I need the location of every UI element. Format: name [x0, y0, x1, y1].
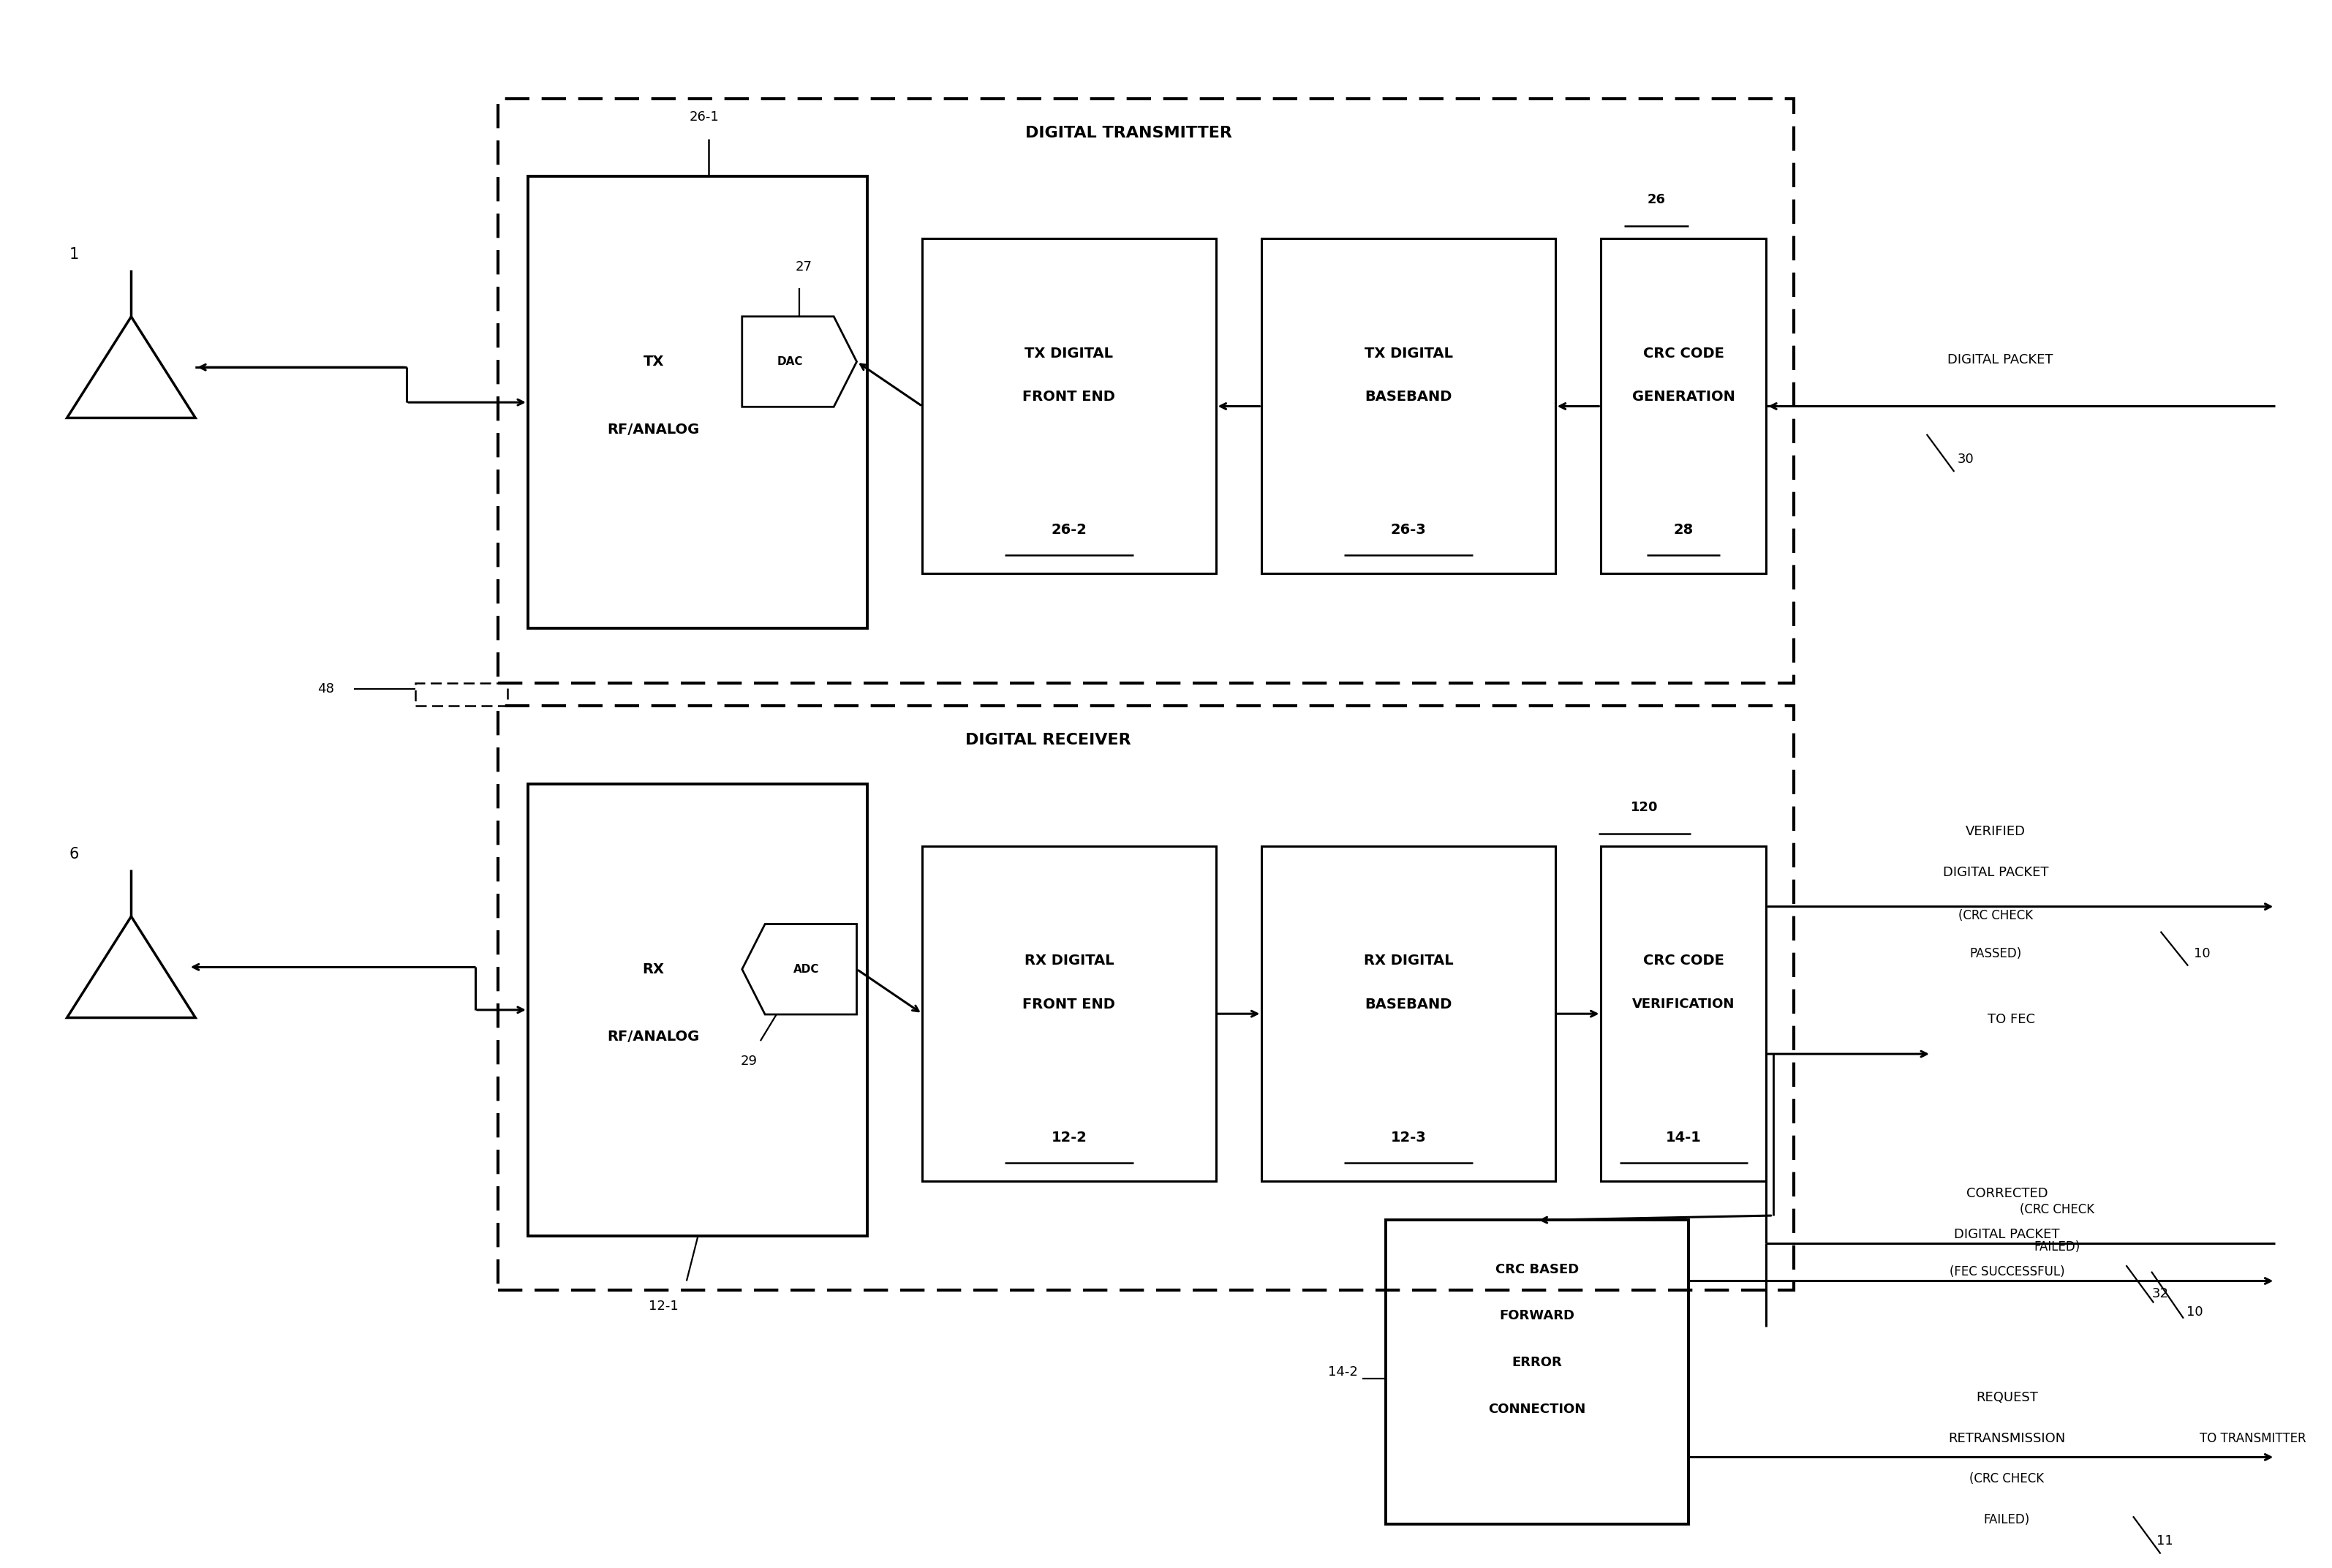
Text: 10: 10: [2194, 947, 2211, 960]
Bar: [527, 177, 868, 629]
Text: 1: 1: [70, 248, 79, 262]
Text: REQUEST: REQUEST: [1975, 1391, 2038, 1405]
Text: FAILED): FAILED): [1985, 1513, 2031, 1526]
Text: GENERATION: GENERATION: [1632, 390, 1735, 405]
Text: VERIFIED: VERIFIED: [1966, 825, 2027, 839]
Text: 10: 10: [2187, 1306, 2204, 1319]
Text: DIGITAL PACKET: DIGITAL PACKET: [1943, 866, 2047, 880]
Bar: [1602, 847, 1765, 1181]
Text: 26-3: 26-3: [1390, 524, 1427, 536]
Bar: [1262, 238, 1555, 574]
Text: 12-1: 12-1: [648, 1300, 679, 1312]
Bar: [499, 99, 1793, 682]
Text: 26-1: 26-1: [690, 111, 718, 124]
Text: ERROR: ERROR: [1511, 1356, 1562, 1369]
Bar: [921, 847, 1215, 1181]
Text: 48: 48: [317, 682, 333, 695]
Text: PASSED): PASSED): [1971, 947, 2022, 960]
Text: BASEBAND: BASEBAND: [1364, 390, 1453, 405]
Bar: [921, 238, 1215, 574]
Text: 120: 120: [1630, 801, 1658, 814]
Text: 12-2: 12-2: [1052, 1131, 1087, 1145]
Text: FORWARD: FORWARD: [1499, 1309, 1574, 1322]
Text: RX DIGITAL: RX DIGITAL: [1364, 953, 1453, 967]
Bar: [1602, 238, 1765, 574]
Text: (CRC CHECK: (CRC CHECK: [1971, 1472, 2045, 1485]
Text: DAC: DAC: [777, 356, 802, 367]
Bar: [1385, 1220, 1688, 1524]
Text: ADC: ADC: [793, 964, 819, 975]
Polygon shape: [742, 317, 856, 406]
Text: 30: 30: [1957, 453, 1973, 466]
Text: TX DIGITAL: TX DIGITAL: [1364, 347, 1453, 361]
Bar: [499, 706, 1793, 1290]
Text: DIGITAL TRANSMITTER: DIGITAL TRANSMITTER: [1026, 125, 1231, 140]
Text: RF/ANALOG: RF/ANALOG: [606, 422, 700, 436]
Text: RETRANSMISSION: RETRANSMISSION: [1947, 1432, 2066, 1446]
Text: DIGITAL PACKET: DIGITAL PACKET: [1954, 1228, 2059, 1240]
Text: 6: 6: [70, 847, 79, 861]
Text: DIGITAL PACKET: DIGITAL PACKET: [1947, 353, 2052, 365]
Text: CRC CODE: CRC CODE: [1644, 953, 1723, 967]
Text: (FEC SUCCESSFUL): (FEC SUCCESSFUL): [1950, 1265, 2064, 1278]
Text: 26-2: 26-2: [1052, 524, 1087, 536]
Text: VERIFICATION: VERIFICATION: [1632, 997, 1735, 1011]
Text: (CRC CHECK: (CRC CHECK: [2020, 1203, 2094, 1215]
Bar: [415, 682, 508, 706]
Text: TX: TX: [644, 354, 665, 368]
Text: 14-2: 14-2: [1329, 1366, 1357, 1378]
Text: 29: 29: [742, 1055, 758, 1068]
Text: RX: RX: [644, 963, 665, 977]
Text: 28: 28: [1674, 524, 1693, 536]
Text: 14-1: 14-1: [1665, 1131, 1702, 1145]
Text: CRC CODE: CRC CODE: [1644, 347, 1723, 361]
Text: FRONT END: FRONT END: [1024, 997, 1115, 1011]
Text: TX DIGITAL: TX DIGITAL: [1024, 347, 1112, 361]
Text: (CRC CHECK: (CRC CHECK: [1959, 909, 2034, 922]
Polygon shape: [742, 924, 856, 1014]
Text: 32: 32: [2152, 1287, 2169, 1300]
Text: RF/ANALOG: RF/ANALOG: [606, 1030, 700, 1044]
Text: FRONT END: FRONT END: [1024, 390, 1115, 405]
Text: DIGITAL RECEIVER: DIGITAL RECEIVER: [965, 734, 1131, 748]
Text: BASEBAND: BASEBAND: [1364, 997, 1453, 1011]
Text: TO FEC: TO FEC: [1987, 1013, 2036, 1027]
Text: CORRECTED: CORRECTED: [1966, 1187, 2047, 1200]
Text: RX DIGITAL: RX DIGITAL: [1024, 953, 1115, 967]
Text: 12-3: 12-3: [1390, 1131, 1427, 1145]
Text: 26: 26: [1646, 193, 1665, 207]
Text: CONNECTION: CONNECTION: [1488, 1403, 1586, 1416]
Bar: [1262, 847, 1555, 1181]
Text: FAILED): FAILED): [2034, 1240, 2080, 1253]
Text: TO TRANSMITTER: TO TRANSMITTER: [2199, 1432, 2306, 1446]
Text: 11: 11: [2157, 1535, 2173, 1548]
Text: 27: 27: [795, 260, 812, 273]
Text: CRC BASED: CRC BASED: [1495, 1262, 1579, 1276]
Bar: [527, 784, 868, 1236]
